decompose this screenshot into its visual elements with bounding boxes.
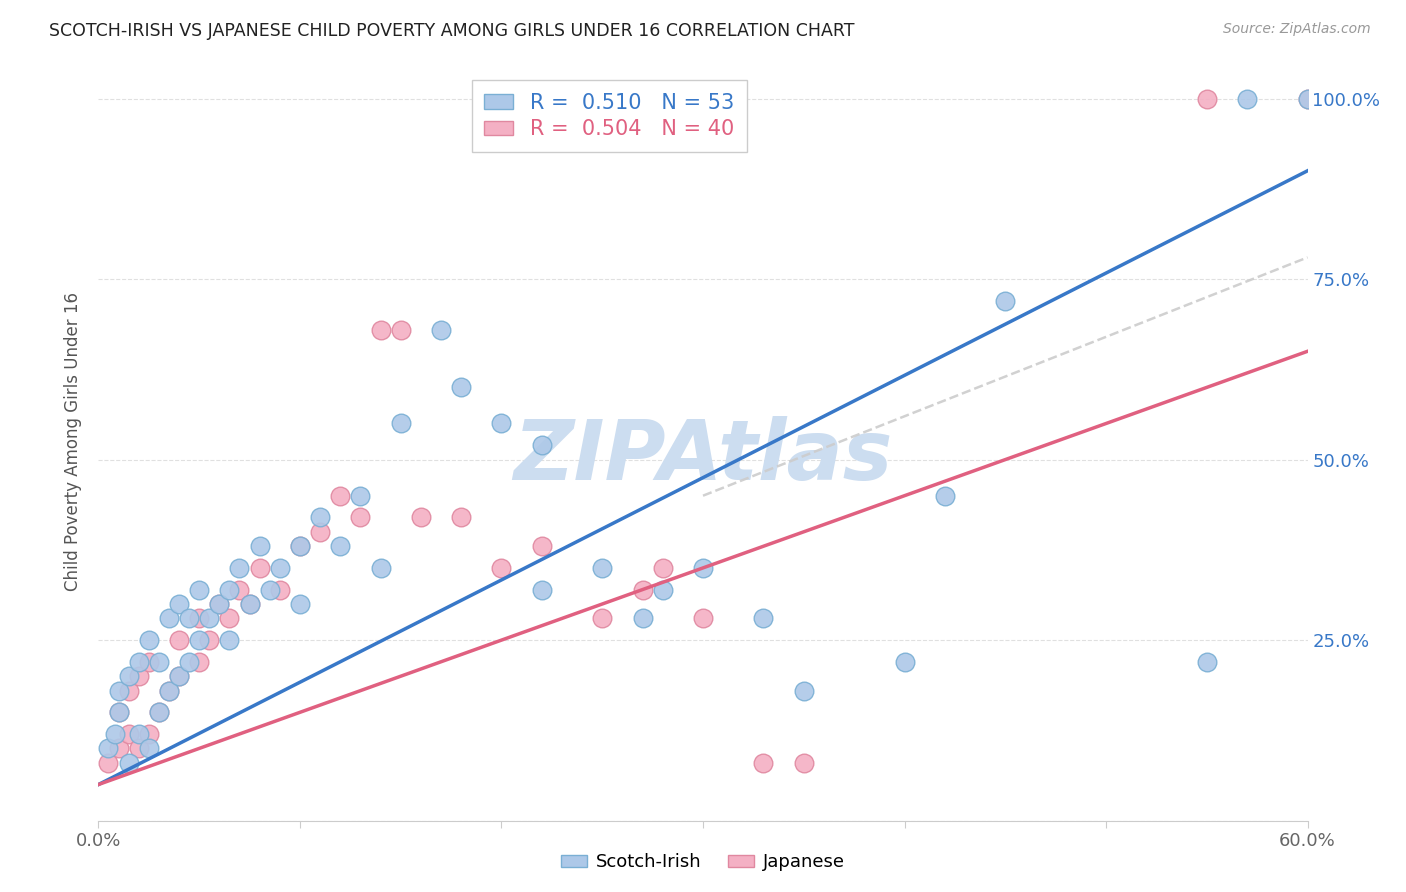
Point <box>188 611 211 625</box>
Point <box>249 539 271 553</box>
Point <box>450 380 472 394</box>
Point <box>138 633 160 648</box>
Point <box>128 669 150 683</box>
Point <box>228 582 250 597</box>
Point <box>752 611 775 625</box>
Point <box>107 706 129 720</box>
Point <box>692 561 714 575</box>
Point <box>1296 91 1319 105</box>
Point <box>179 655 201 669</box>
Point <box>148 706 170 720</box>
Point <box>128 655 150 669</box>
Text: SCOTCH-IRISH VS JAPANESE CHILD POVERTY AMONG GIRLS UNDER 16 CORRELATION CHART: SCOTCH-IRISH VS JAPANESE CHILD POVERTY A… <box>49 22 855 40</box>
Point <box>491 417 513 431</box>
Point <box>167 669 190 683</box>
Point <box>793 756 815 770</box>
Point <box>994 293 1017 308</box>
Point <box>349 489 371 503</box>
Point <box>692 611 714 625</box>
Point <box>752 756 775 770</box>
Point <box>157 683 180 698</box>
Point <box>651 561 673 575</box>
Point <box>370 561 392 575</box>
Point <box>389 323 412 337</box>
Point <box>450 510 472 524</box>
Point <box>218 582 240 597</box>
Point <box>97 741 120 756</box>
Point <box>179 611 201 625</box>
Point <box>157 683 180 698</box>
Point <box>259 582 281 597</box>
Point <box>138 727 160 741</box>
Point <box>97 756 120 770</box>
Point <box>148 706 170 720</box>
Point <box>1236 91 1258 105</box>
Point <box>188 582 211 597</box>
Point <box>118 683 141 698</box>
Point <box>409 510 432 524</box>
Point <box>228 561 250 575</box>
Point <box>1195 655 1218 669</box>
Point <box>118 669 141 683</box>
Point <box>591 561 613 575</box>
Point <box>218 611 240 625</box>
Point <box>138 655 160 669</box>
Point <box>167 597 190 611</box>
Y-axis label: Child Poverty Among Girls Under 16: Child Poverty Among Girls Under 16 <box>65 292 83 591</box>
Point <box>239 597 262 611</box>
Point <box>208 597 231 611</box>
Point <box>370 323 392 337</box>
Point <box>128 741 150 756</box>
Point <box>188 633 211 648</box>
Point <box>107 741 129 756</box>
Point <box>631 582 654 597</box>
Point <box>288 539 311 553</box>
Point <box>1195 91 1218 105</box>
Point <box>309 524 332 539</box>
Point <box>218 633 240 648</box>
Point <box>530 539 553 553</box>
Point <box>491 561 513 575</box>
Point <box>893 655 915 669</box>
Point <box>167 633 190 648</box>
Point <box>167 669 190 683</box>
Point <box>329 489 352 503</box>
Point <box>329 539 352 553</box>
Point <box>208 597 231 611</box>
Point <box>118 727 141 741</box>
Point <box>530 438 553 452</box>
Point <box>239 597 262 611</box>
Legend: R =  0.510   N = 53, R =  0.504   N = 40: R = 0.510 N = 53, R = 0.504 N = 40 <box>471 80 747 152</box>
Point <box>530 582 553 597</box>
Point <box>934 489 956 503</box>
Legend: Scotch-Irish, Japanese: Scotch-Irish, Japanese <box>554 847 852 879</box>
Text: ZIPAtlas: ZIPAtlas <box>513 417 893 497</box>
Point <box>793 683 815 698</box>
Point <box>288 539 311 553</box>
Point <box>288 597 311 611</box>
Point <box>269 582 291 597</box>
Point <box>269 561 291 575</box>
Point <box>148 655 170 669</box>
Point <box>349 510 371 524</box>
Point <box>591 611 613 625</box>
Point <box>1296 91 1319 105</box>
Point <box>118 756 141 770</box>
Point <box>128 727 150 741</box>
Point <box>651 582 673 597</box>
Point <box>309 510 332 524</box>
Point <box>430 323 453 337</box>
Point <box>389 417 412 431</box>
Point <box>188 655 211 669</box>
Point <box>157 611 180 625</box>
Text: Source: ZipAtlas.com: Source: ZipAtlas.com <box>1223 22 1371 37</box>
Point <box>138 741 160 756</box>
Point <box>631 611 654 625</box>
Point <box>103 727 125 741</box>
Point <box>107 683 129 698</box>
Point <box>198 611 221 625</box>
Point <box>107 706 129 720</box>
Point <box>198 633 221 648</box>
Point <box>249 561 271 575</box>
